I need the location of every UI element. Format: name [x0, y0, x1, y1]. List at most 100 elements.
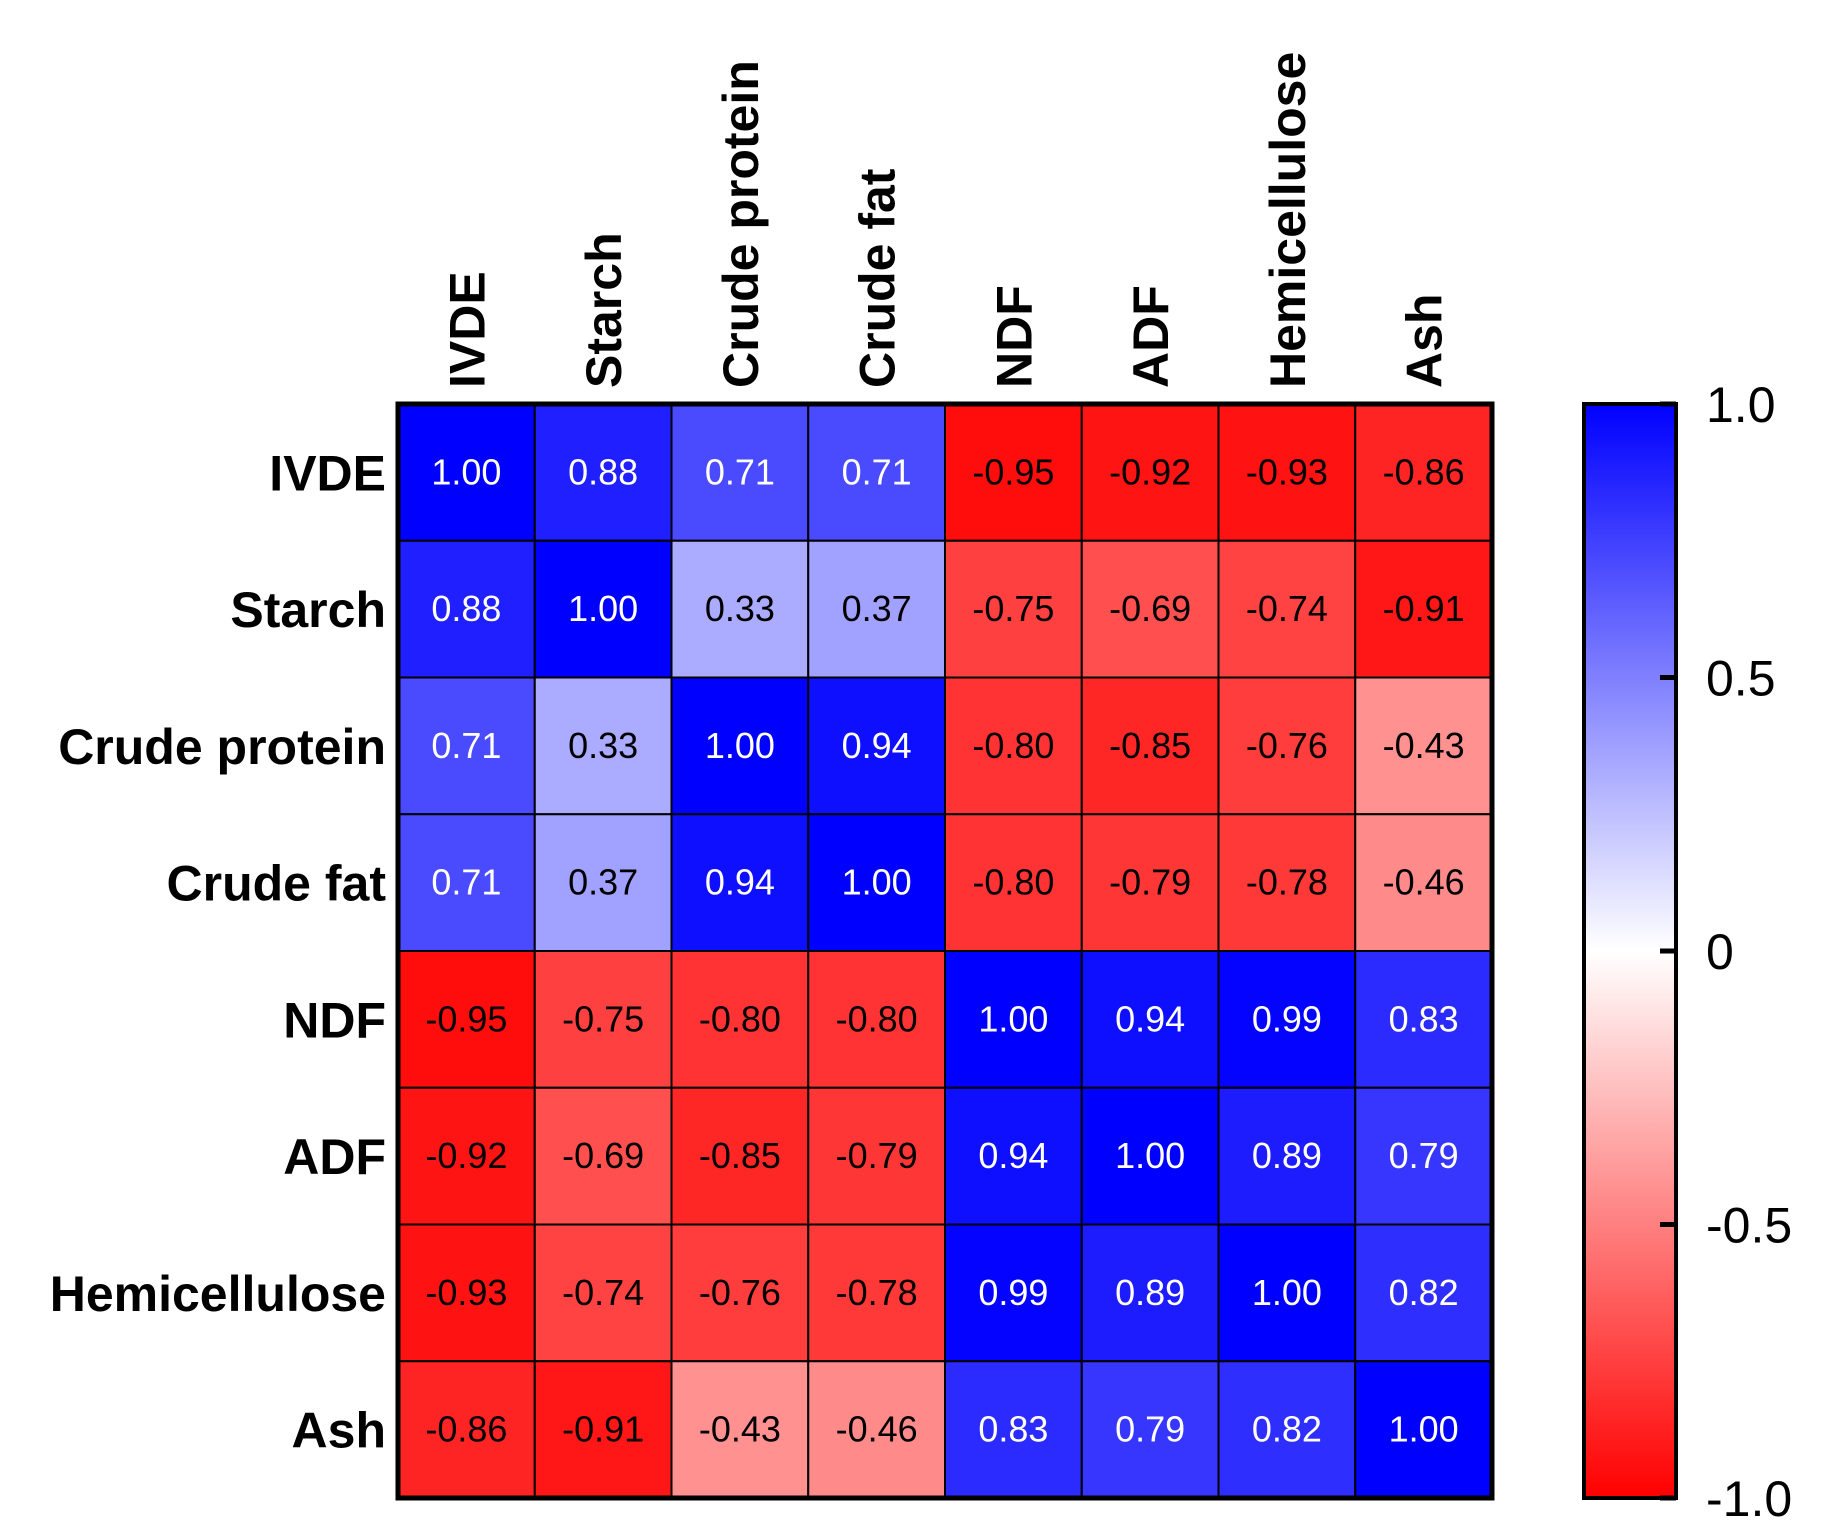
- cell-value-label: -0.80: [699, 998, 781, 1039]
- col-label-ash: Ash: [1397, 294, 1453, 388]
- cell-value-label: -0.95: [972, 451, 1054, 492]
- cell-value-label: -0.76: [699, 1272, 781, 1313]
- cell-value-label: -0.80: [972, 862, 1054, 903]
- heatmap-cell: [807, 950, 946, 1089]
- colorbar-ticks: 1.0 0.5 0 -0.5 -1.0: [1660, 377, 1792, 1527]
- cell-value-label: 0.71: [431, 862, 501, 903]
- cell-value-label: 0.99: [1252, 998, 1322, 1039]
- cell-value-label: 0.71: [705, 451, 775, 492]
- heatmap-cell: [1217, 1223, 1357, 1363]
- row-label-ivde: IVDE: [269, 445, 386, 501]
- cell-value-label: 0.79: [1115, 1409, 1185, 1450]
- heatmap-cell: [670, 1223, 810, 1363]
- col-label-starch: Starch: [576, 232, 632, 388]
- colorbar-tick-label: 0.5: [1706, 651, 1776, 707]
- heatmap-cell: [397, 1223, 536, 1363]
- heatmap-cell: [1080, 676, 1220, 816]
- heatmap-cell: [1080, 539, 1220, 679]
- cell-value-label: -0.86: [425, 1409, 507, 1450]
- cell-value-label: -0.80: [972, 725, 1054, 766]
- cell-value-label: 1.00: [1115, 1135, 1185, 1176]
- cell-value-label: 0.94: [1115, 998, 1185, 1039]
- cell-value-label: 0.94: [978, 1135, 1048, 1176]
- heatmap-cell: [944, 1360, 1083, 1499]
- cell-value-label: -0.75: [562, 998, 644, 1039]
- col-label-crude-fat: Crude fat: [850, 168, 906, 388]
- cell-value-label: -0.43: [699, 1409, 781, 1450]
- cell-value-label: 0.82: [1389, 1272, 1459, 1313]
- cell-value-label: 1.00: [842, 862, 912, 903]
- cell-value-label: 0.37: [842, 588, 912, 629]
- heatmap-cell: [533, 403, 673, 542]
- heatmap-cell: [1354, 1223, 1493, 1363]
- heatmap-cell: [1217, 813, 1357, 952]
- cell-value-label: -0.91: [1383, 588, 1465, 629]
- row-label-ash: Ash: [292, 1403, 386, 1459]
- heatmap-cell: [1217, 1086, 1357, 1226]
- heatmap-cell: [397, 813, 536, 952]
- cell-value-label: -0.92: [1109, 451, 1191, 492]
- heatmap-cell: [1354, 1086, 1493, 1226]
- cell-value-label: 0.33: [568, 725, 638, 766]
- heatmap-cell: [807, 403, 946, 542]
- colorbar-tick-label: 0: [1706, 924, 1734, 980]
- cell-value-label: 1.00: [1252, 1272, 1322, 1313]
- cell-value-label: -0.46: [836, 1409, 918, 1450]
- col-label-ivde: IVDE: [439, 271, 495, 388]
- cell-value-label: 1.00: [431, 451, 501, 492]
- cell-value-label: -0.76: [1246, 725, 1328, 766]
- cell-value-label: 0.89: [1115, 1272, 1185, 1313]
- colorbar-tick-label: -0.5: [1706, 1198, 1792, 1254]
- cell-value-label: -0.74: [1246, 588, 1328, 629]
- colorbar: 1.0 0.5 0 -0.5 -1.0: [1582, 377, 1792, 1527]
- cell-value-label: 0.83: [1389, 998, 1459, 1039]
- heatmap-cell: [944, 1086, 1083, 1226]
- cell-value-label: -0.74: [562, 1272, 644, 1313]
- heatmap-cell: [944, 676, 1083, 816]
- heatmap-cell: [1354, 950, 1493, 1089]
- heatmap-cell: [944, 950, 1083, 1089]
- cell-value-label: -0.95: [425, 998, 507, 1039]
- colorbar-tick-label: -1.0: [1706, 1471, 1792, 1527]
- cell-value-label: -0.93: [1246, 451, 1328, 492]
- cell-value-label: -0.75: [972, 588, 1054, 629]
- cell-value-label: -0.80: [836, 998, 918, 1039]
- heatmap-cell: [807, 676, 946, 816]
- cell-value-label: -0.85: [699, 1135, 781, 1176]
- heatmap-cell: [397, 403, 536, 542]
- row-label-crude-protein: Crude protein: [58, 719, 386, 775]
- column-labels: IVDE Starch Crude protein Crude fat NDF ADF He…: [439, 52, 1452, 388]
- heatmap-cell: [944, 1223, 1083, 1363]
- heatmap-cell: [1080, 950, 1220, 1089]
- cell-value-label: -0.86: [1383, 451, 1465, 492]
- cell-value-label: 1.00: [978, 998, 1048, 1039]
- col-label-hemicellulose: Hemicellulose: [1260, 52, 1316, 388]
- heatmap-cell: [1354, 1360, 1493, 1499]
- cell-value-label: 0.79: [1389, 1135, 1459, 1176]
- heatmap-cell: [1354, 403, 1493, 542]
- heatmap-cell: [1217, 676, 1357, 816]
- heatmap-cell: [1217, 950, 1357, 1089]
- cell-value-label: 0.94: [842, 725, 912, 766]
- cell-value-label: 0.71: [431, 725, 501, 766]
- heatmap-cells: 1.00 0.88 0.71 0.71 -0.95 -0.92 -0.93 -0.86 0.88…: [397, 403, 1493, 1499]
- heatmap-cell: [533, 1223, 673, 1363]
- row-labels: IVDE Starch Crude protein Crude fat NDF ADF He…: [50, 445, 387, 1458]
- heatmap-cell: [670, 1086, 810, 1226]
- cell-value-label: -0.92: [425, 1135, 507, 1176]
- row-label-ndf: NDF: [283, 992, 386, 1048]
- row-label-starch: Starch: [230, 582, 386, 638]
- cell-value-label: -0.69: [562, 1135, 644, 1176]
- cell-value-label: -0.43: [1383, 725, 1465, 766]
- cell-value-label: 0.89: [1252, 1135, 1322, 1176]
- cell-value-label: -0.78: [836, 1272, 918, 1313]
- col-label-adf: ADF: [1123, 285, 1179, 388]
- cell-value-label: 1.00: [705, 725, 775, 766]
- heatmap-cell: [533, 676, 673, 816]
- cell-value-label: -0.91: [562, 1409, 644, 1450]
- col-label-crude-protein: Crude protein: [713, 60, 769, 388]
- cell-value-label: 0.37: [568, 862, 638, 903]
- cell-value-label: -0.78: [1246, 862, 1328, 903]
- heatmap-cell: [807, 813, 946, 952]
